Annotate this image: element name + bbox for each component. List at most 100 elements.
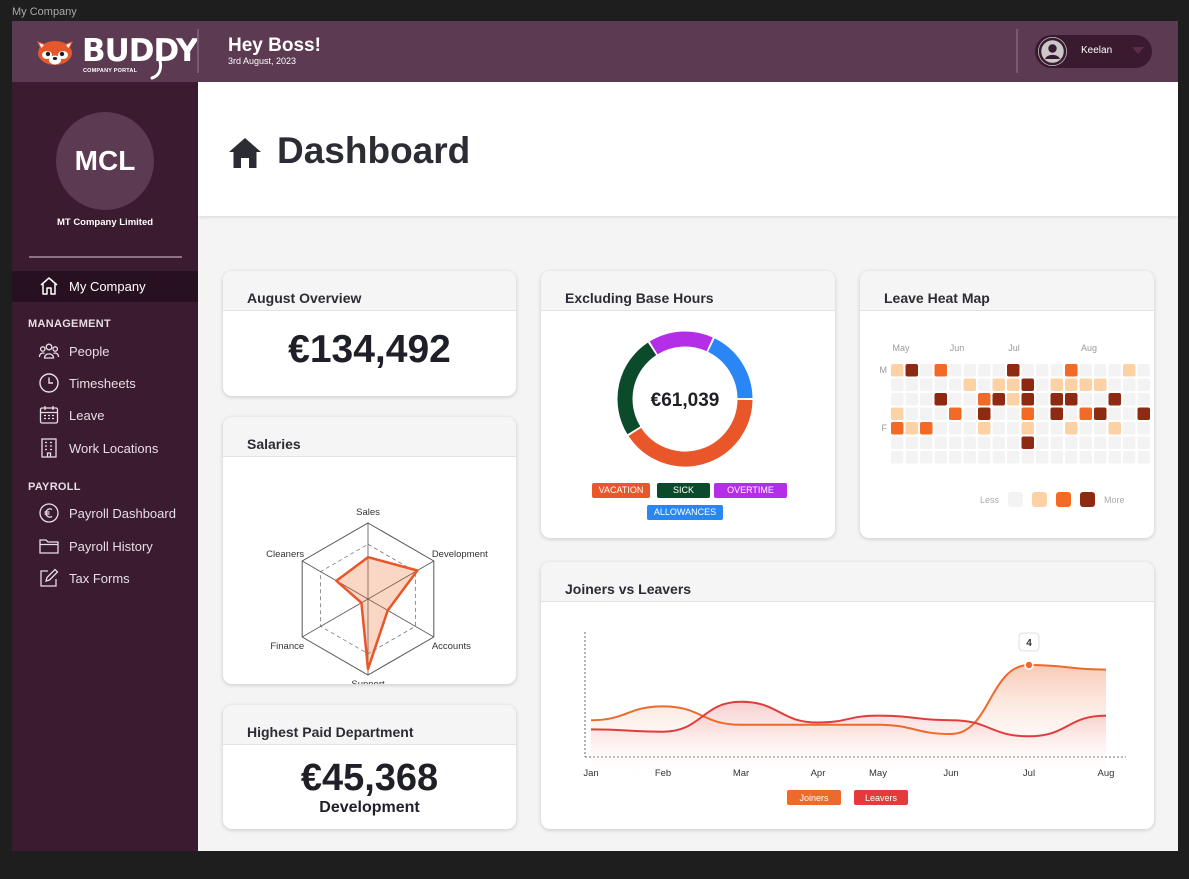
user-avatar — [1038, 37, 1067, 66]
heatmap-cell — [1036, 393, 1049, 406]
sidebar-item-label: Tax Forms — [69, 570, 130, 586]
overview-value: €134,492 — [288, 328, 451, 371]
heatmap-cell — [1036, 436, 1049, 449]
heatmap-cell — [1137, 422, 1150, 435]
folder-icon — [38, 535, 60, 557]
euro-icon — [38, 502, 60, 524]
clock-icon — [38, 372, 60, 394]
radar-spoke — [367, 598, 435, 638]
heatmap-cell — [1137, 407, 1150, 420]
heatmap-cell — [992, 407, 1005, 420]
heatmap-cell — [1021, 451, 1034, 464]
heatmap-cell — [1137, 393, 1150, 406]
heatmap-cell — [1036, 364, 1049, 377]
heatmap-cell — [1108, 422, 1121, 435]
heatmap-cell — [1050, 364, 1063, 377]
heatmap-cell — [1036, 407, 1049, 420]
user-menu[interactable]: Keelan — [1035, 35, 1152, 68]
sidebar-item-label: Payroll History — [69, 538, 153, 554]
heatmap-cell — [963, 422, 976, 435]
heatmap-cell — [1079, 451, 1092, 464]
heatmap-cell — [920, 378, 933, 391]
heatmap-cell — [963, 407, 976, 420]
card-header: Highest Paid Department — [223, 705, 516, 745]
sidebar-item-label: People — [69, 343, 110, 359]
brand-logo[interactable]: BUDDY COMPANY PORTAL — [32, 33, 198, 81]
heatmap-cell — [949, 451, 962, 464]
page-title: Dashboard — [277, 130, 471, 171]
heatmap-cell — [1065, 378, 1078, 391]
heatmap-cell — [1065, 436, 1078, 449]
heatmap-cell — [978, 422, 991, 435]
heatmap-cell — [1123, 378, 1136, 391]
heatmap-cell — [905, 422, 918, 435]
heatmap-cell — [1079, 393, 1092, 406]
sidebar-item-people[interactable]: People — [38, 339, 109, 363]
heatmap-cell — [1050, 378, 1063, 391]
heatmap-cell — [1079, 436, 1092, 449]
heatmap-cell — [1108, 407, 1121, 420]
x-tick-label: Mar — [733, 768, 749, 779]
heatmap-cell — [1050, 422, 1063, 435]
card-title: Salaries — [247, 436, 301, 452]
sidebar-item-payroll-dashboard[interactable]: Payroll Dashboard — [38, 501, 176, 525]
heatmap-cell — [891, 364, 904, 377]
annotation-point — [1024, 660, 1034, 670]
card-header: Excluding Base Hours — [541, 271, 835, 311]
heatmap-cell — [1007, 451, 1020, 464]
x-tick-label: Jan — [583, 768, 598, 779]
heatmap-cell — [963, 364, 976, 377]
donut-slice-sick — [617, 342, 657, 435]
card-joiners-leavers: Joiners vs Leavers 4 Jan Feb Mar Apr May Jun Ju… — [541, 562, 1154, 829]
heatmap-legend-swatch — [1008, 492, 1023, 507]
heatmap-legend-swatch — [1032, 492, 1047, 507]
series-line-leavers — [590, 700, 1107, 738]
heatmap-cell — [891, 378, 904, 391]
heatmap-month-label: Jun — [950, 343, 965, 353]
heatmap-cell — [1123, 451, 1136, 464]
sidebar-item-work-locations[interactable]: Work Locations — [38, 436, 158, 460]
sidebar-item-leave[interactable]: Leave — [38, 403, 104, 427]
brand-tagline: COMPANY PORTAL — [83, 68, 138, 74]
home-icon — [229, 138, 261, 168]
radar-spoke — [301, 560, 369, 600]
heatmap-cell — [1094, 451, 1107, 464]
radar-axis-label: Accounts — [432, 641, 471, 652]
logo-tail-icon — [150, 61, 163, 80]
legend-chip-allowances: ALLOWANCES — [647, 505, 723, 520]
sidebar-divider — [29, 256, 182, 258]
heatmap-cell — [978, 364, 991, 377]
company-name: MT Company Limited — [56, 217, 154, 228]
heatmap-cell — [1021, 364, 1034, 377]
sidebar-item-tax-forms[interactable]: Tax Forms — [38, 566, 130, 590]
sidebar-item-my-company-content[interactable]: My Company — [38, 274, 146, 298]
heatmap-cell — [1050, 436, 1063, 449]
heatmap-cell — [978, 407, 991, 420]
donut-slice-vacation — [628, 399, 753, 467]
highest-paid-department: Development — [319, 799, 420, 816]
heatmap-cell — [934, 451, 947, 464]
heatmap-cell — [992, 422, 1005, 435]
radar-spoke — [367, 560, 435, 600]
heatmap-cell — [1007, 436, 1020, 449]
heatmap-cell — [1123, 393, 1136, 406]
joiners-leavers-line-chart: 4 Jan Feb Mar Apr May Jun Jul Aug Joiners Leavers — [583, 632, 1126, 805]
heatmap-cell — [1108, 378, 1121, 391]
heatmap-cell — [992, 436, 1005, 449]
heatmap-month-label: Jul — [1008, 343, 1020, 353]
card-leave-heat-map: Leave Heat Map May Jun Jul Aug M F Less More — [860, 271, 1154, 538]
heatmap-cell — [934, 393, 947, 406]
edit-icon — [38, 567, 60, 589]
legend-label-joiners: Joiners — [799, 793, 829, 803]
heatmap-cell — [1108, 451, 1121, 464]
home-outline-icon — [38, 275, 60, 297]
card-salaries: Salaries Sales Development Accounts Support… — [223, 417, 516, 684]
card-title: Excluding Base Hours — [565, 290, 714, 306]
chevron-down-icon[interactable] — [1132, 47, 1144, 54]
legend-chip-joiners — [787, 790, 841, 805]
heatmap-cell — [1036, 422, 1049, 435]
section-payroll: PAYROLL — [28, 481, 81, 493]
legend-chip-vacation: VACATION — [592, 483, 650, 498]
sidebar-item-payroll-history[interactable]: Payroll History — [38, 534, 153, 558]
sidebar-item-timesheets[interactable]: Timesheets — [38, 371, 136, 395]
